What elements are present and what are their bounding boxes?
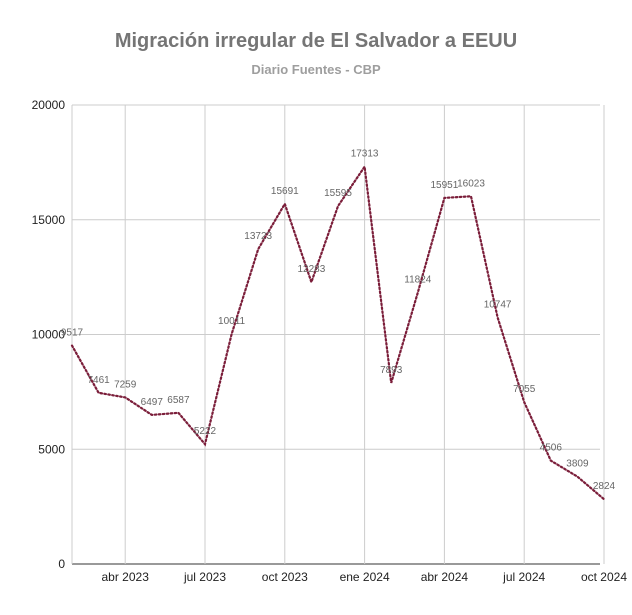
data-label: 15691 [271, 186, 299, 197]
data-label: 13723 [244, 231, 272, 242]
series-line [70, 163, 606, 501]
series-group [70, 163, 606, 501]
x-tick-label: abr 2023 [102, 570, 150, 584]
y-tick-label: 0 [58, 557, 65, 571]
x-tick-label: jul 2023 [183, 570, 226, 584]
y-tick-label: 15000 [32, 213, 66, 227]
chart-subtitle: Diario Fuentes - CBP [251, 62, 381, 77]
data-label: 6497 [141, 397, 164, 408]
y-tick-label: 10000 [32, 328, 66, 342]
data-label: 17313 [351, 149, 379, 160]
data-label: 4506 [540, 443, 563, 454]
data-label: 6587 [167, 395, 190, 406]
x-tick-label: jul 2024 [502, 570, 545, 584]
data-label: 11824 [404, 275, 432, 286]
x-axis-ticks: abr 2023 jul 2023 oct 2023 ene 2024 abr 2024… [102, 570, 628, 584]
data-label: 7893 [380, 365, 403, 376]
data-label: 7055 [513, 384, 536, 395]
data-labels: 9517 7461 7259 6497 6587 5222 10011 13723 15691 1… [61, 149, 616, 493]
data-label: 16023 [457, 178, 485, 189]
x-tick-label: ene 2024 [340, 570, 390, 584]
gridlines [71, 104, 605, 565]
y-axis-ticks: 0 5000 10000 15000 20000 [32, 98, 66, 571]
data-label: 7259 [114, 379, 137, 390]
data-label: 10747 [484, 299, 512, 310]
data-label: 15595 [324, 188, 352, 199]
x-tick-label: oct 2023 [262, 570, 308, 584]
data-label: 10011 [218, 316, 246, 327]
data-label: 2824 [593, 481, 616, 492]
x-tick-label: oct 2024 [581, 570, 627, 584]
data-label: 5222 [194, 426, 217, 437]
data-label: 9517 [61, 328, 84, 339]
data-label: 15951 [430, 180, 458, 191]
data-label: 12283 [297, 264, 325, 275]
chart-title: Migración irregular de El Salvador a EEU… [114, 30, 518, 52]
y-tick-label: 20000 [32, 98, 66, 112]
data-label: 7461 [87, 375, 110, 386]
x-tick-label: abr 2024 [421, 570, 469, 584]
data-label: 3809 [566, 459, 589, 470]
y-tick-label: 5000 [38, 442, 65, 456]
